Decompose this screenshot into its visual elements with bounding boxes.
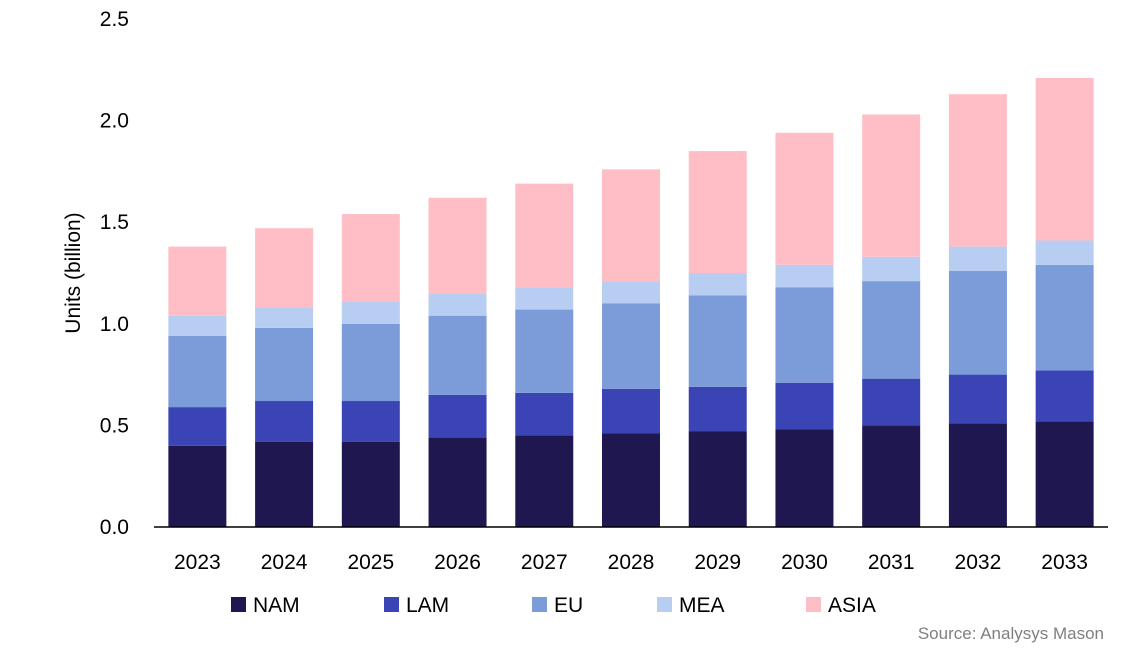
bar-mea-2031 (862, 256, 921, 282)
bar-asia-2024 (255, 228, 314, 308)
y-axis-ticks: 0.0 0.5 1.0 1.5 2.0 2.5 (100, 8, 129, 539)
x-tick-label: 2027 (521, 551, 568, 574)
y-tick-label: 1.5 (100, 211, 129, 234)
x-tick-label: 2025 (347, 551, 394, 574)
legend: NAM LAM EU MEA ASIA (231, 594, 876, 617)
x-tick-label: 2033 (1041, 551, 1088, 574)
y-axis-label: Units (billion) (62, 212, 85, 333)
bar-asia-2029 (688, 151, 747, 273)
bar-eu-2024 (255, 327, 314, 402)
legend-label-mea: MEA (679, 594, 725, 617)
source-note: Source: Analysys Mason (918, 624, 1104, 643)
bar-mea-2027 (515, 287, 574, 310)
bar-asia-2028 (602, 169, 660, 282)
bar-mea-2033 (1035, 240, 1094, 265)
legend-label-eu: EU (554, 594, 583, 617)
legend-swatch-mea (657, 597, 672, 612)
bar-nam-2030 (775, 429, 834, 527)
bar-nam-2024 (255, 441, 314, 527)
bars (168, 77, 1094, 527)
legend-swatch-lam (384, 597, 399, 612)
legend-label-nam: NAM (253, 594, 300, 617)
x-axis-ticks: 2023 2024 2025 2026 2027 2028 2029 2030 2031 2032… (174, 551, 1088, 574)
x-tick-label: 2029 (694, 551, 741, 574)
bar-nam-2027 (515, 435, 574, 527)
legend-swatch-nam (231, 597, 246, 612)
bar-eu-2026 (428, 315, 487, 395)
x-tick-label: 2032 (955, 551, 1002, 574)
bar-eu-2025 (341, 323, 400, 402)
bar-eu-2031 (862, 281, 921, 379)
bar-asia-2026 (428, 197, 487, 294)
y-tick-label: 2.5 (100, 8, 129, 31)
bar-eu-2028 (602, 303, 660, 389)
bar-asia-2031 (862, 114, 921, 257)
x-tick-label: 2031 (868, 551, 915, 574)
y-tick-label: 1.0 (100, 313, 129, 336)
bar-nam-2033 (1035, 421, 1094, 527)
y-tick-label: 0.5 (100, 414, 129, 437)
bar-asia-2032 (948, 94, 1007, 247)
bar-nam-2023 (168, 445, 227, 527)
bar-eu-2027 (515, 309, 574, 393)
bar-nam-2029 (688, 431, 747, 527)
bar-mea-2032 (948, 246, 1007, 271)
y-tick-label: 0.0 (100, 516, 129, 539)
y-tick-label: 2.0 (100, 110, 129, 133)
bar-lam-2029 (688, 386, 747, 432)
bar-asia-2033 (1035, 77, 1094, 241)
bar-lam-2026 (428, 394, 487, 438)
x-tick-label: 2030 (781, 551, 828, 574)
bar-lam-2033 (1035, 370, 1094, 422)
legend-label-lam: LAM (406, 594, 449, 617)
bar-nam-2028 (602, 433, 660, 527)
bar-nam-2025 (341, 441, 400, 527)
bar-nam-2032 (948, 423, 1007, 527)
bar-mea-2030 (775, 264, 834, 288)
bar-lam-2024 (255, 401, 314, 442)
bar-nam-2031 (862, 425, 921, 527)
bar-lam-2025 (341, 401, 400, 442)
bar-mea-2029 (688, 273, 747, 296)
bar-mea-2023 (168, 315, 227, 336)
legend-label-asia: ASIA (828, 594, 876, 617)
legend-swatch-asia (806, 597, 821, 612)
bar-lam-2028 (602, 388, 660, 434)
bar-eu-2023 (168, 335, 227, 408)
legend-swatch-eu (532, 597, 547, 612)
bar-lam-2023 (168, 407, 227, 446)
bar-eu-2029 (688, 295, 747, 387)
bar-lam-2030 (775, 382, 834, 430)
bar-asia-2025 (341, 214, 400, 302)
bar-eu-2033 (1035, 264, 1094, 371)
x-tick-label: 2023 (174, 551, 221, 574)
bar-nam-2026 (428, 437, 487, 527)
bar-asia-2027 (515, 183, 574, 288)
bar-mea-2026 (428, 293, 487, 316)
bar-mea-2028 (602, 281, 660, 304)
bar-mea-2025 (341, 301, 400, 324)
bar-asia-2030 (775, 132, 834, 265)
bar-lam-2027 (515, 392, 574, 436)
x-tick-label: 2028 (608, 551, 655, 574)
bar-eu-2030 (775, 287, 834, 383)
x-tick-label: 2024 (261, 551, 308, 574)
bar-eu-2032 (948, 270, 1007, 375)
bar-mea-2024 (255, 307, 314, 328)
bar-lam-2031 (862, 378, 921, 426)
x-tick-label: 2026 (434, 551, 481, 574)
bar-asia-2023 (168, 246, 227, 316)
bar-lam-2032 (948, 374, 1007, 424)
